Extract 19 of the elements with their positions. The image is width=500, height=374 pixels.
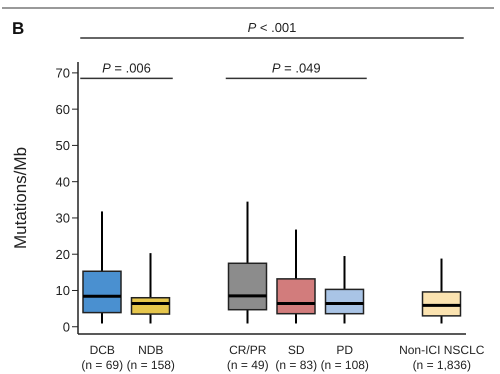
annotation: P = .049 [272, 60, 321, 76]
y-tick-label: 10 [56, 283, 70, 298]
annotation: P = .006 [102, 60, 151, 76]
x-tick-label: DCB (n = 69) [81, 343, 124, 372]
y-axis-title: Mutations/Mb [11, 146, 30, 250]
y-tick-label: 50 [56, 138, 70, 154]
y-tick-label: 40 [56, 174, 70, 190]
text: P < .001 [248, 20, 296, 35]
y-tick-label: 0 [62, 319, 70, 334]
y-tick-label: 20 [56, 246, 70, 262]
y-tick-label: 70 [56, 65, 70, 80]
y-tick-label: 60 [56, 102, 70, 117]
y-tick-label: 30 [56, 210, 70, 226]
x-tick-label: Non-ICI NSCLC (n = 1,836) [399, 343, 485, 372]
x-tick-label: CR/PR (n = 49) [226, 343, 269, 372]
x-tick-label: PD (n = 108) [320, 343, 369, 372]
x-tick-label: SD (n = 83) [275, 343, 318, 372]
text: B [12, 19, 24, 38]
x-tick-label: NDB (n = 158) [126, 343, 175, 372]
